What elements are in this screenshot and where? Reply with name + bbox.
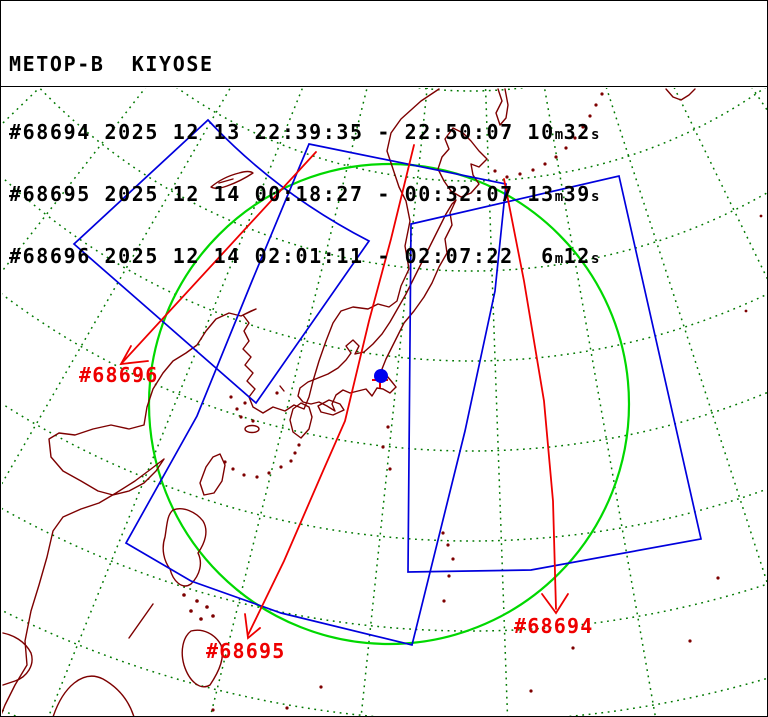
- track-label-68696: #68696: [79, 363, 159, 387]
- coastline-honshu: [297, 199, 457, 412]
- coastline-luzon: [162, 508, 207, 587]
- coastline-mainland-asia: [2, 88, 440, 715]
- swath-68696: [72, 118, 371, 405]
- time-range-dash: -: [363, 243, 391, 268]
- coastline-kyushu: [289, 402, 313, 439]
- duration-seconds-unit: s: [590, 188, 600, 205]
- coastlines: [2, 88, 696, 716]
- satellite-station-title: METOP-B KIYOSE: [9, 52, 214, 76]
- island-specks: [182, 92, 763, 712]
- track-label-68695: #68695: [206, 639, 286, 663]
- ground-station: [372, 369, 388, 388]
- duration-minutes-unit: m: [554, 188, 564, 205]
- time-range-dash: -: [363, 120, 391, 144]
- duration-seconds-unit: s: [590, 250, 600, 267]
- duration-minutes: 6: [513, 243, 555, 268]
- pass-start-time: 02:01:11: [240, 243, 364, 268]
- time-range-dash: -: [363, 181, 391, 206]
- pass-end-time: 00:32:07: [391, 181, 514, 206]
- pass-list-header: METOP-B KIYOSE #68694 2025 12 13 22:39:3…: [1, 1, 767, 266]
- pass-end-time: 22:50:07: [391, 120, 514, 144]
- duration-seconds: 12: [563, 243, 591, 268]
- duration-minutes-unit: m: [554, 250, 564, 267]
- pass-start-time: 22:39:35: [240, 120, 364, 144]
- coastline-mindanao: [181, 629, 224, 688]
- coastline-shikoku: [317, 399, 345, 416]
- pass-start-time: 00:18:27: [240, 181, 364, 206]
- ground-tracks: [119, 144, 569, 640]
- duration-minutes: 13: [513, 181, 555, 206]
- duration-seconds: 32: [563, 120, 591, 144]
- arrowhead-68695: [244, 613, 261, 640]
- pass-row: #68694 2025 12 13 22:39:35 - 22:50:07 10…: [9, 122, 767, 143]
- coastline-jeju: [244, 424, 260, 434]
- track-68695: [247, 144, 415, 636]
- coastline-hainan: [2, 632, 33, 686]
- arrowhead-68694: [541, 593, 569, 615]
- coastline-palawan: [128, 603, 154, 639]
- coastline-hokkaido: [437, 127, 488, 198]
- coastline-tsushima: [279, 385, 285, 392]
- coastline-borneo: [52, 675, 135, 716]
- swath-footprints: [72, 118, 703, 647]
- orbit-number: #68695: [9, 181, 91, 206]
- orbit-number: #68696: [9, 243, 91, 268]
- swath-68695: [124, 143, 507, 647]
- track-68696: [120, 151, 317, 365]
- pass-row: #68696 2025 12 14 02:01:11 - 02:07:22 6m…: [9, 246, 767, 267]
- coastline-sakhalin: [495, 88, 509, 126]
- duration-minutes: 10: [513, 120, 555, 144]
- swath-68694: [407, 174, 703, 573]
- coastline-island-crescent: [210, 170, 254, 189]
- pass-date: 2025 12 14: [90, 243, 241, 268]
- track-label-68694: #68694: [514, 614, 594, 638]
- arrowhead-68696: [119, 345, 149, 366]
- range-circle: [147, 162, 631, 646]
- pass-date: 2025 12 13: [90, 120, 241, 144]
- station-dot: [374, 369, 388, 383]
- orbit-number: #68694: [9, 120, 91, 144]
- duration-seconds-unit: s: [590, 127, 600, 143]
- coastline-kamchatka-tip: [665, 88, 696, 101]
- coastline-taiwan: [199, 453, 226, 496]
- duration-seconds: 39: [563, 181, 591, 206]
- track-68694: [503, 178, 557, 610]
- pass-end-time: 02:07:22: [391, 243, 514, 268]
- duration-minutes-unit: m: [554, 127, 564, 143]
- pass-date: 2025 12 14: [90, 181, 241, 206]
- pass-row: #68695 2025 12 14 00:18:27 - 00:32:07 13…: [9, 184, 767, 205]
